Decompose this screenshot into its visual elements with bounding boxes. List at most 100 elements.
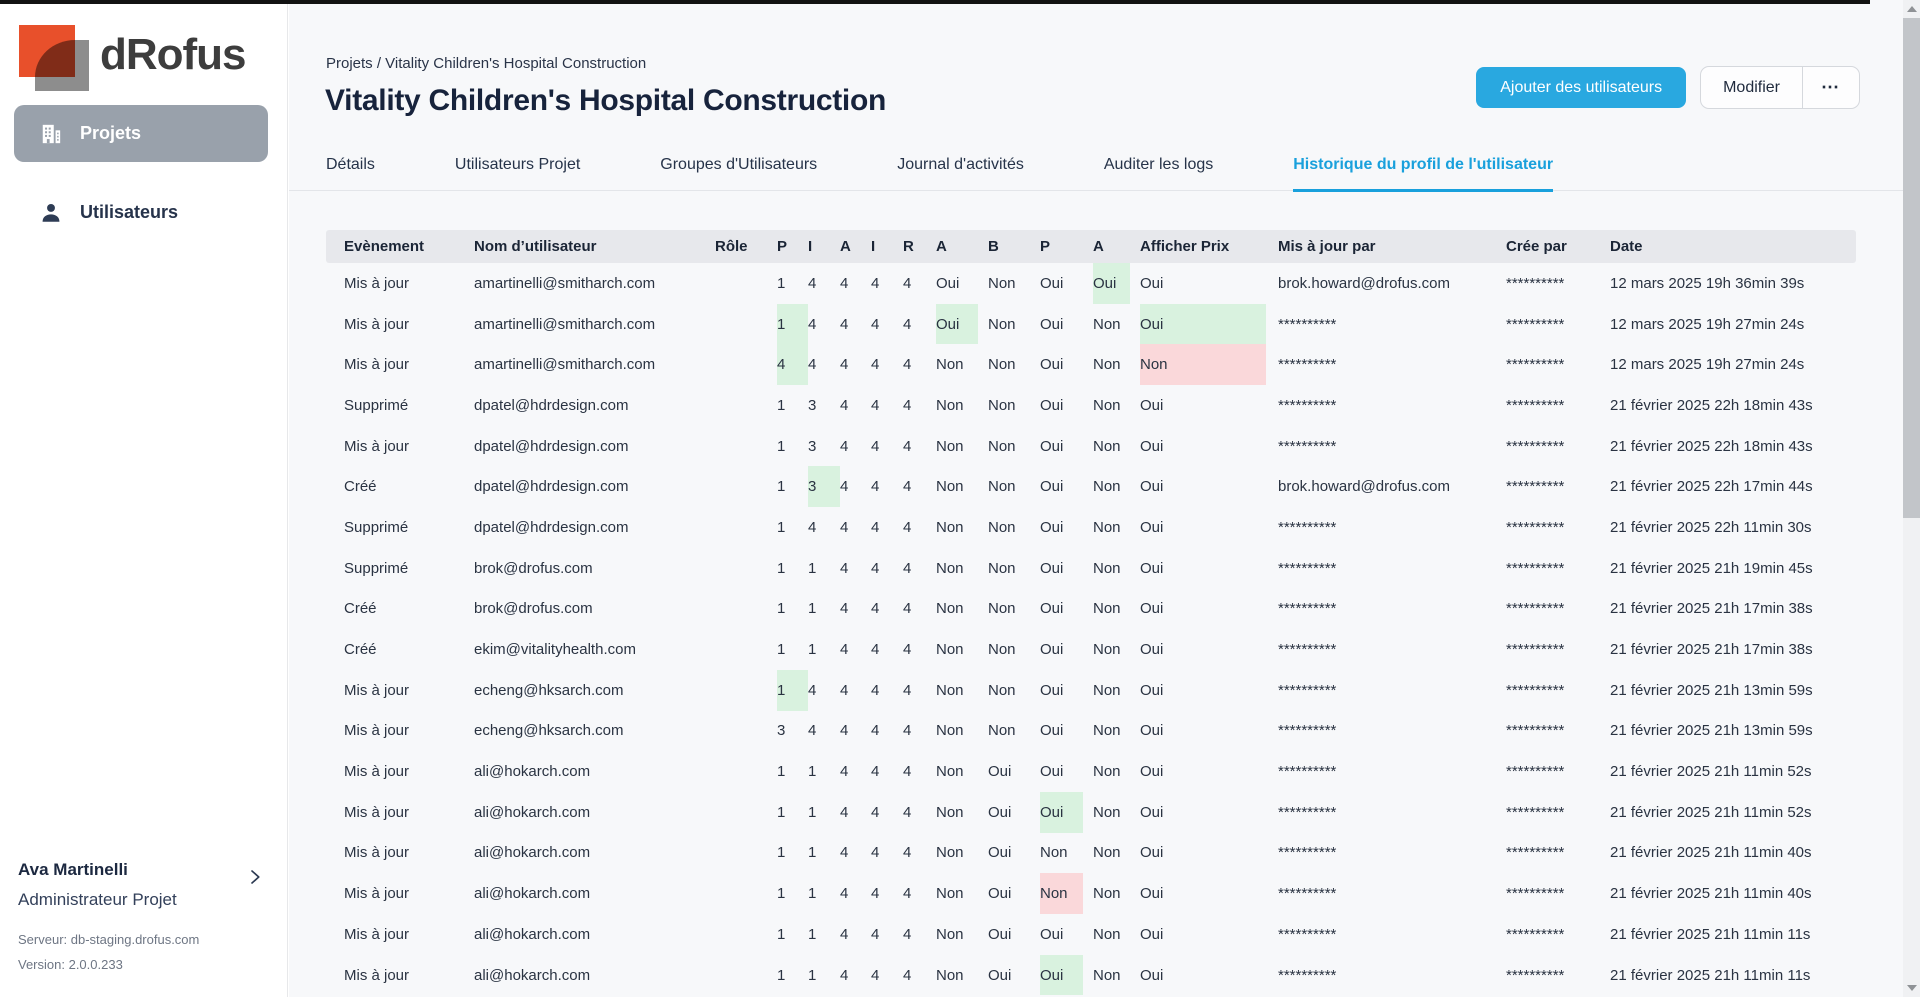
tab-historique-profil[interactable]: Historique du profil de l'utilisateur [1293, 156, 1554, 192]
cell-role [715, 792, 777, 833]
cell-username: echeng@hksarch.com [474, 681, 624, 699]
cell-afficher-prix: Oui [1140, 722, 1164, 740]
cell-permission-number: 4 [871, 356, 880, 374]
cell-event: Mis à jour [344, 681, 410, 699]
cell-role [715, 711, 777, 752]
cell-permission-number: 4 [903, 641, 912, 659]
user-profile-history-table: Evènement Nom d’utilisateur Rôle P I A I… [326, 230, 1856, 996]
cell-permission-number: 4 [903, 722, 912, 740]
cell-afficher-prix: Oui [1140, 844, 1164, 862]
cell-permission-number: 1 [777, 303, 808, 345]
sidebar-item-label: Utilisateurs [80, 202, 179, 222]
cell-permission-flag: Non [936, 722, 964, 740]
tab-auditer-logs[interactable]: Auditer les logs [1103, 156, 1214, 173]
cell-username: ali@hokarch.com [474, 844, 591, 862]
cell-permission-flag: Non [936, 966, 964, 984]
cell-updated-by: ********** [1278, 966, 1337, 984]
cell-permission-number: 4 [840, 722, 849, 740]
edit-button[interactable]: Modifier [1701, 67, 1802, 108]
cell-permission-number: 1 [808, 803, 817, 821]
cell-permission-flag: Non [988, 722, 1016, 740]
cell-permission-number: 4 [903, 844, 912, 862]
cell-role [715, 589, 777, 630]
col-header-i2: I [871, 238, 876, 255]
cell-afficher-prix: Oui [1140, 303, 1278, 345]
cell-permission-flag: Oui [1040, 396, 1064, 414]
table-row: Mis à jour echeng@hksarch.com 1 4 4 4 4 Non Non O… [326, 669, 1856, 711]
cell-permission-number: 1 [808, 844, 817, 862]
cell-role [715, 914, 777, 955]
cell-date: 21 février 2025 22h 11min 30s [1610, 518, 1812, 536]
cell-updated-by: brok.howard@drofus.com [1278, 274, 1450, 292]
cell-permission-number: 4 [903, 681, 912, 699]
cell-permission-number: 4 [871, 885, 880, 903]
cell-permission-number: 4 [840, 763, 849, 781]
cell-permission-number: 4 [871, 803, 880, 821]
table-body: Mis à jour amartinelli@smitharch.com 1 4 4 4 4… [326, 263, 1856, 996]
cell-permission-number: 1 [808, 763, 817, 781]
cell-username: dpatel@hdrdesign.com [474, 518, 629, 536]
cell-created-by: ********** [1506, 600, 1565, 618]
cell-permission-number: 4 [808, 518, 817, 536]
tab-journal-activites[interactable]: Journal d'activités [897, 156, 1024, 173]
chevron-right-icon[interactable] [246, 868, 264, 886]
cell-permission-number: 4 [840, 925, 849, 943]
cell-permission-flag: Non [1093, 681, 1121, 699]
cell-permission-number: 4 [871, 396, 880, 414]
tab-utilisateurs-projet[interactable]: Utilisateurs Projet [454, 156, 581, 173]
breadcrumb[interactable]: Projets / Vitality Children's Hospital C… [326, 55, 647, 72]
scrollbar-up-arrow-icon[interactable] [1906, 6, 1917, 12]
cell-afficher-prix: Oui [1140, 274, 1164, 292]
cell-permission-flag: Non [1093, 966, 1121, 984]
cell-event: Mis à jour [344, 803, 410, 821]
cell-permission-flag: Non [988, 559, 1016, 577]
cell-permission-flag: Oui [1040, 437, 1064, 455]
cell-permission-number: 4 [903, 885, 912, 903]
cell-permission-flag: Non [988, 641, 1016, 659]
tab-details[interactable]: Détails [326, 156, 375, 173]
cell-username: dpatel@hdrdesign.com [474, 478, 629, 496]
more-options-button[interactable]: ⋯ [1803, 67, 1859, 108]
cell-permission-flag: Non [1093, 396, 1121, 414]
cell-event: Mis à jour [344, 315, 410, 333]
col-header-mis-a-jour-par: Mis à jour par [1278, 238, 1376, 255]
col-header-p2: P [1040, 238, 1051, 255]
cell-permission-flag: Oui [1040, 356, 1064, 374]
cell-role [715, 466, 777, 507]
drofus-logo: dRofus [18, 22, 278, 102]
server-label: Serveur: db-staging.drofus.com [18, 932, 200, 947]
cell-permission-number: 4 [903, 518, 912, 536]
add-users-button[interactable]: Ajouter des utilisateurs [1476, 67, 1687, 108]
cell-permission-flag: Non [1040, 844, 1068, 862]
main-content: Projets / Vitality Children's Hospital C… [289, 0, 1903, 997]
cell-permission-number: 4 [903, 559, 912, 577]
cell-permission-flag: Oui [936, 274, 960, 292]
sidebar-item-projets[interactable]: Projets [14, 105, 268, 162]
cell-permission-number: 1 [777, 925, 786, 943]
cell-updated-by: ********** [1278, 681, 1337, 699]
cell-permission-number: 4 [840, 396, 849, 414]
cell-updated-by: ********** [1278, 925, 1337, 943]
cell-permission-number: 4 [903, 803, 912, 821]
cell-role [715, 385, 777, 426]
cell-permission-number: 4 [903, 478, 912, 496]
user-name: Ava Martinelli [18, 860, 128, 879]
cell-created-by: ********** [1506, 559, 1565, 577]
cell-date: 21 février 2025 21h 11min 52s [1610, 803, 1812, 821]
cell-permission-flag: Oui [988, 844, 1012, 862]
cell-permission-flag: Oui [1040, 274, 1064, 292]
sidebar-item-utilisateurs[interactable]: Utilisateurs [14, 184, 268, 241]
scrollbar-thumb[interactable] [1903, 18, 1920, 518]
scrollbar-down-arrow-icon[interactable] [1906, 985, 1917, 991]
cell-permission-flag: Oui [1040, 315, 1064, 333]
cell-permission-flag: Non [936, 559, 964, 577]
tab-groupes-utilisateurs[interactable]: Groupes d'Utilisateurs [660, 156, 818, 173]
cell-updated-by: ********** [1278, 844, 1337, 862]
cell-permission-number: 4 [871, 518, 880, 536]
cell-afficher-prix: Oui [1140, 478, 1164, 496]
cell-permission-number: 4 [840, 437, 849, 455]
vertical-scrollbar[interactable] [1903, 0, 1920, 997]
cell-permission-number: 4 [840, 518, 849, 536]
cell-permission-number: 4 [871, 681, 880, 699]
